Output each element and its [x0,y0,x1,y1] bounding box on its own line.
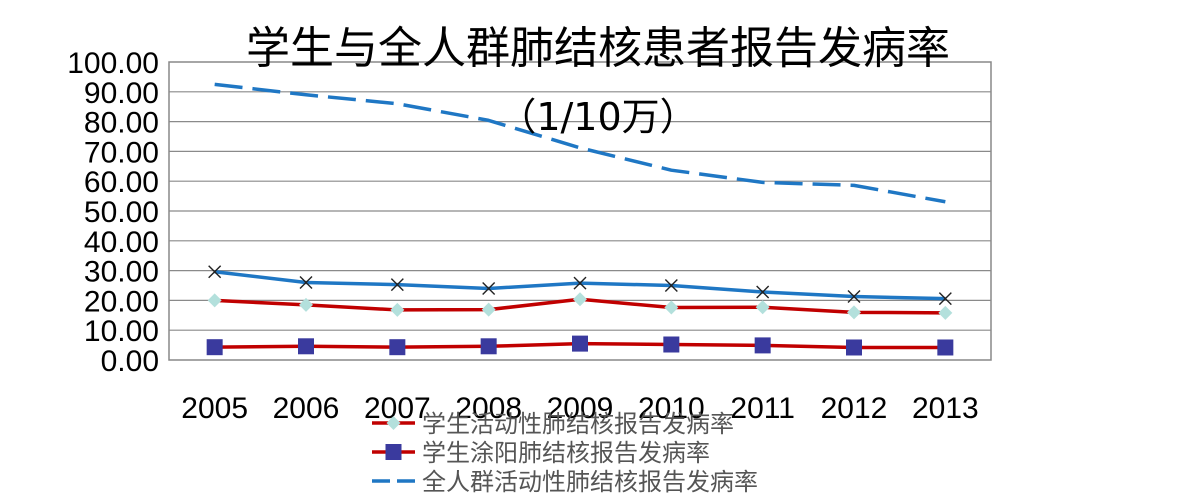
data-point [389,339,406,356]
data-point [299,297,313,312]
data-point [482,281,496,295]
legend-marker [385,444,402,460]
y-tick-label: 0.00 [101,345,159,378]
y-tick-label: 10.00 [84,315,159,348]
data-point [573,276,587,290]
data-point [572,335,588,352]
data-point [299,276,313,290]
data-point [756,285,770,299]
data-point [938,305,953,320]
x-tick-label: 2009 [547,392,614,425]
data-point [390,302,405,317]
y-tick-label: 100.00 [67,47,159,80]
y-tick-label: 80.00 [84,107,159,140]
x-tick-label: 2010 [638,392,705,425]
y-tick-label: 20.00 [84,285,159,318]
x-tick-label: 2013 [912,392,979,425]
data-point [846,339,862,356]
markers-layer [206,265,954,356]
data-point [208,265,222,279]
data-point [663,336,680,353]
data-point [390,278,404,292]
legend-marker [386,416,401,430]
x-tick-label: 2012 [821,392,888,425]
data-point [937,339,954,356]
x-tick-label: 2008 [455,392,522,425]
data-point [480,338,497,355]
data-point [206,339,223,356]
x-tick-label: 2006 [273,392,340,425]
y-tick-label: 90.00 [84,77,159,110]
y-tick-label: 40.00 [84,226,159,259]
data-point [298,338,314,355]
y-tick-label: 70.00 [84,136,159,169]
y-tick-label: 50.00 [84,196,159,229]
data-point [207,293,222,308]
x-tick-label: 2007 [364,392,431,425]
y-tick-label: 60.00 [84,166,159,199]
x-tick-label: 2005 [181,392,248,425]
data-point [573,292,587,307]
data-point [847,305,861,320]
x-tick-label: 2011 [730,392,795,425]
data-point [755,300,770,315]
legend-label: 学生活动性肺结核报告发病率 [422,410,734,438]
legend-label: 全人群活动性肺结核报告发病率 [422,468,758,496]
data-point [664,279,678,292]
legend-label: 学生涂阳肺结核报告发病率 [422,439,710,467]
data-point [847,290,861,304]
data-point [754,337,771,354]
chart-subtitle: （1/10万） [498,95,697,139]
data-point [938,292,952,306]
chart-title: 学生与全人群肺结核患者报告发病率 [246,23,950,74]
x-axis-ticks: 2005 2006 2007 2008 2009 2010 2011 2012 2013 [181,392,978,425]
data-point [664,300,679,315]
y-tick-label: 30.00 [84,256,159,289]
series-line-2 [214,82,946,204]
y-axis-ticks: 0.0010.0020.0030.0040.0050.0060.0070.008… [67,47,159,378]
data-point [481,302,496,317]
